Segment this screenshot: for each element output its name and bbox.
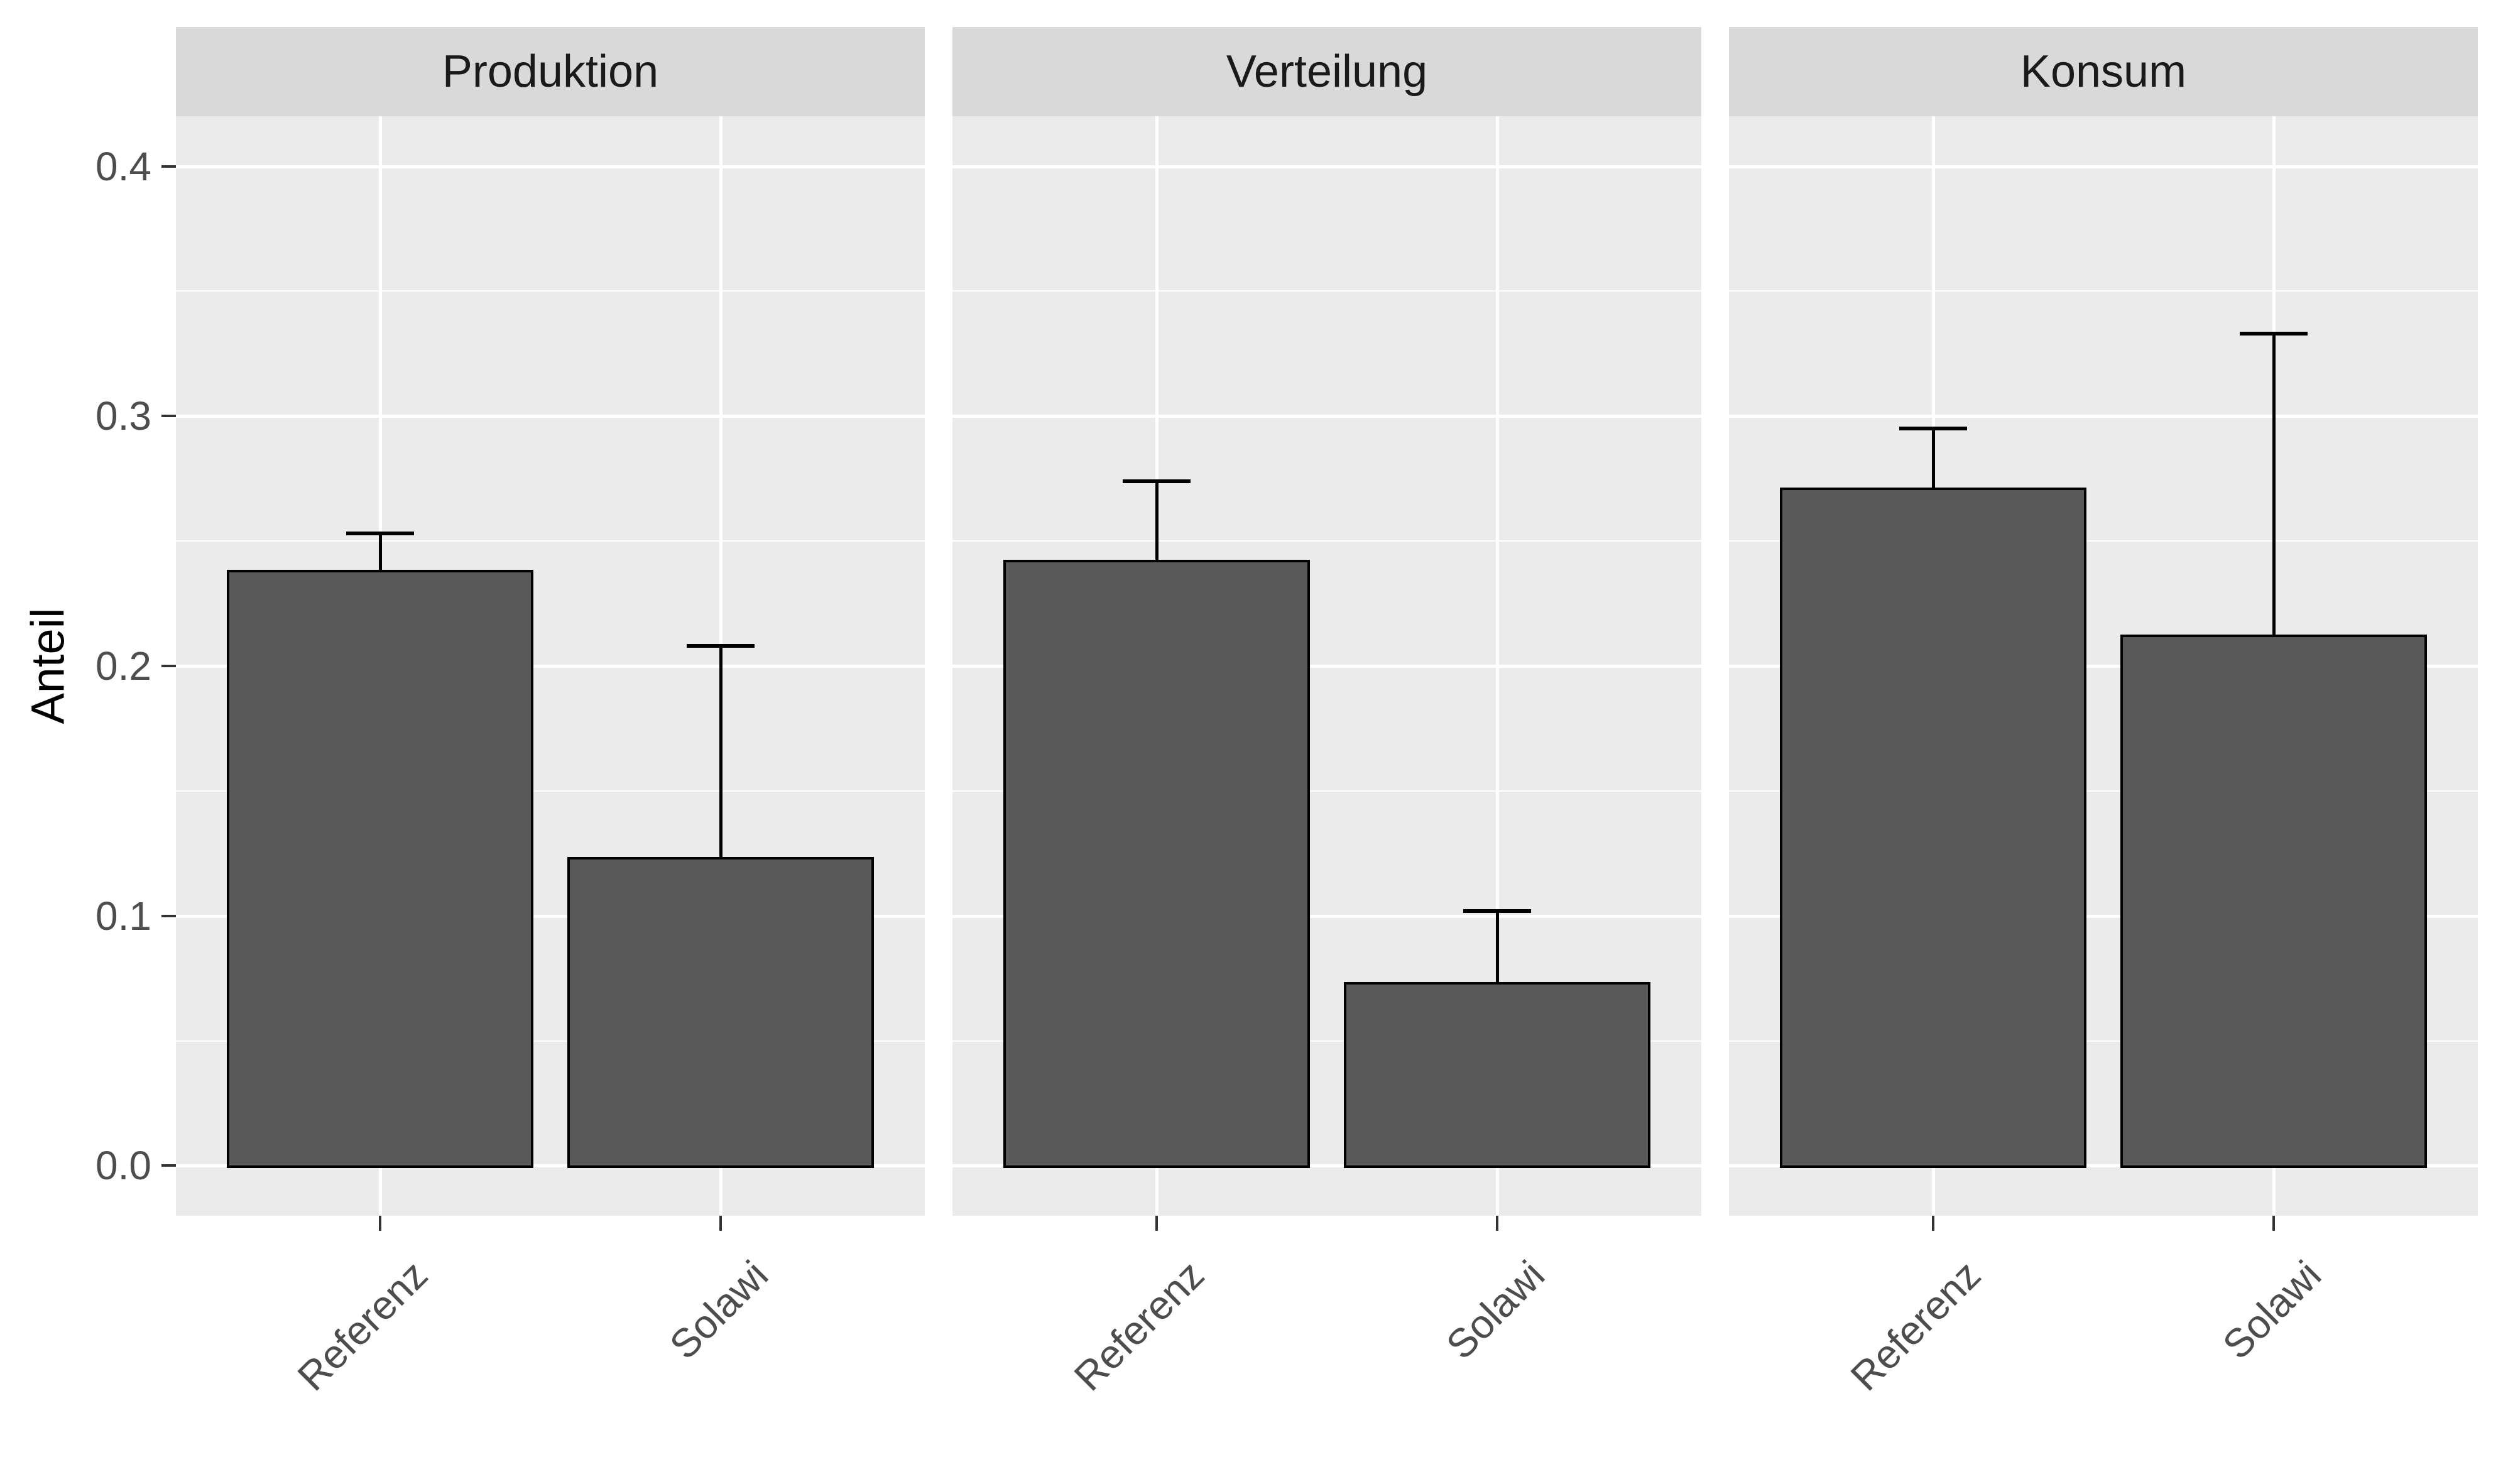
errorbar-cap-konsum-referenz bbox=[1899, 427, 1968, 431]
gridline-minor bbox=[952, 540, 1701, 542]
x-tick-mark-konsum-solawi bbox=[2272, 1216, 2275, 1231]
gridline-major bbox=[952, 914, 1701, 918]
x-tick-mark-verteilung-referenz bbox=[1155, 1216, 1159, 1231]
errorbar-whisker-konsum-referenz bbox=[1932, 428, 1936, 489]
y-tick-mark-0.2 bbox=[161, 665, 177, 667]
x-tick-mark-konsum-referenz bbox=[1932, 1216, 1935, 1231]
gridline-major bbox=[1729, 914, 2478, 918]
x-tick-label-verteilung-referenz: Referenz bbox=[1066, 1252, 1213, 1400]
bar-produktion-referenz bbox=[227, 569, 534, 1169]
errorbar-whisker-verteilung-solawi bbox=[1495, 910, 1499, 984]
gridline-major bbox=[952, 165, 1701, 168]
x-tick-mark-produktion-referenz bbox=[379, 1216, 382, 1231]
gridline-minor bbox=[1729, 540, 2478, 542]
y-tick-label-0.3: 0.3 bbox=[95, 393, 151, 439]
gridline-minor bbox=[952, 790, 1701, 792]
y-axis-title: Anteil bbox=[21, 608, 74, 724]
x-tick-label-produktion-solawi: Solawi bbox=[661, 1252, 777, 1368]
errorbar-cap-konsum-solawi bbox=[2239, 332, 2308, 336]
gridline-major bbox=[1729, 1164, 2478, 1168]
y-tick-mark-0.3 bbox=[161, 415, 177, 418]
bar-konsum-solawi bbox=[2120, 635, 2427, 1169]
errorbar-cap-verteilung-referenz bbox=[1123, 479, 1191, 483]
gridline-major bbox=[1729, 415, 2478, 418]
errorbar-whisker-produktion-solawi bbox=[719, 646, 722, 859]
bar-konsum-referenz bbox=[1780, 487, 2087, 1169]
y-tick-label-0.1: 0.1 bbox=[95, 893, 151, 939]
gridline-minor bbox=[176, 1040, 925, 1042]
gridline-major bbox=[176, 415, 925, 418]
gridline-minor bbox=[1729, 790, 2478, 792]
x-tick-label-produktion-referenz: Referenz bbox=[289, 1252, 437, 1400]
gridline-major bbox=[176, 914, 925, 918]
gridline-minor bbox=[1729, 290, 2478, 292]
facet-panel-verteilung bbox=[952, 116, 1701, 1216]
errorbar-cap-produktion-referenz bbox=[346, 532, 415, 536]
y-tick-label-0.0: 0.0 bbox=[95, 1143, 151, 1189]
gridline-minor bbox=[176, 790, 925, 792]
facet-strip-produktion: Produktion bbox=[176, 27, 925, 116]
gridline-major bbox=[176, 665, 925, 668]
bar-verteilung-referenz bbox=[1003, 559, 1311, 1169]
x-tick-label-konsum-solawi: Solawi bbox=[2214, 1252, 2330, 1368]
y-tick-label-0.4: 0.4 bbox=[95, 143, 151, 189]
y-tick-label-0.2: 0.2 bbox=[95, 643, 151, 689]
gridline-minor bbox=[1729, 1040, 2478, 1042]
gridline-minor bbox=[176, 290, 925, 292]
x-tick-mark-produktion-solawi bbox=[719, 1216, 722, 1231]
x-tick-mark-verteilung-solawi bbox=[1495, 1216, 1498, 1231]
gridline-major bbox=[952, 1164, 1701, 1168]
gridline-major bbox=[1729, 165, 2478, 168]
gridline-minor bbox=[176, 540, 925, 542]
errorbar-whisker-konsum-solawi bbox=[2272, 334, 2276, 636]
errorbar-cap-produktion-solawi bbox=[686, 644, 755, 648]
facet-panel-produktion bbox=[176, 116, 925, 1216]
gridline-major-vertical bbox=[1495, 116, 1499, 1216]
gridline-major bbox=[952, 415, 1701, 418]
bar-verteilung-solawi bbox=[1343, 982, 1650, 1169]
errorbar-cap-verteilung-solawi bbox=[1463, 908, 1531, 913]
gridline-major bbox=[176, 1164, 925, 1168]
facet-strip-verteilung: Verteilung bbox=[952, 27, 1701, 116]
gridline-major bbox=[952, 665, 1701, 668]
bar-produktion-solawi bbox=[567, 857, 874, 1169]
facet-panel-konsum bbox=[1729, 116, 2478, 1216]
errorbar-whisker-verteilung-referenz bbox=[1155, 481, 1159, 561]
x-tick-label-verteilung-solawi: Solawi bbox=[1437, 1252, 1554, 1368]
gridline-major bbox=[1729, 665, 2478, 668]
y-tick-mark-0.4 bbox=[161, 165, 177, 168]
gridline-minor bbox=[952, 290, 1701, 292]
errorbar-whisker-produktion-referenz bbox=[379, 533, 383, 571]
y-tick-mark-0.0 bbox=[161, 1164, 177, 1167]
gridline-minor bbox=[952, 1040, 1701, 1042]
y-tick-mark-0.1 bbox=[161, 914, 177, 917]
gridline-major bbox=[176, 165, 925, 168]
x-tick-label-konsum-referenz: Referenz bbox=[1842, 1252, 1990, 1400]
facet-strip-konsum: Konsum bbox=[1729, 27, 2478, 116]
